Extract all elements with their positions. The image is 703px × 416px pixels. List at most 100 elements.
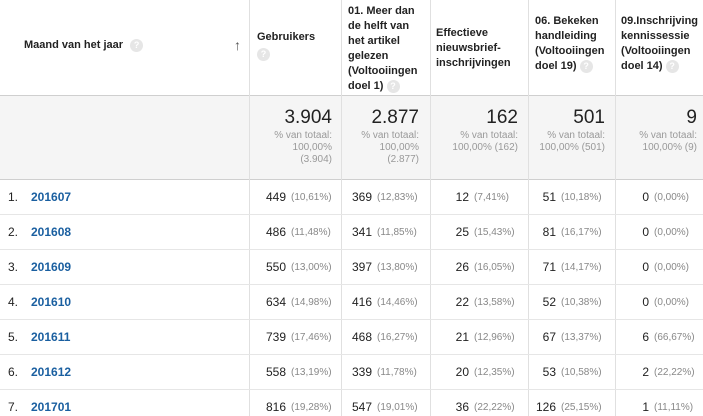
metric-percentage: (22,22%): [474, 402, 515, 413]
metric-percentage: (17,46%): [291, 332, 332, 343]
metric-value: 369: [351, 190, 372, 204]
total-caption: 100,00%: [292, 142, 332, 153]
metric-percentage: (0,00%): [654, 262, 690, 273]
row-index: 3.: [8, 260, 19, 274]
total-caption: (2.877): [387, 154, 419, 165]
metric-value: 0: [642, 190, 649, 204]
total-goal14: 9 % van totaal: 100,00% (9): [618, 106, 697, 154]
header-goal1-line: 01. Meer dan: [348, 5, 415, 17]
metric-percentage: (12,83%): [377, 192, 418, 203]
total-caption: % van totaal:: [639, 130, 697, 141]
table-row: 7. 201701 816 (19,28%) 547 (19,01%) 36 (22,22%)…: [0, 390, 703, 416]
metric-percentage: (11,48%): [291, 227, 331, 238]
help-icon[interactable]: ?: [665, 59, 679, 73]
totals-row: [0, 96, 703, 180]
header-goal1-line: gelezen: [348, 50, 389, 62]
metric-percentage: (11,78%): [377, 367, 417, 378]
total-caption: % van totaal:: [274, 130, 332, 141]
table-header: [0, 0, 703, 96]
metric-value: 20: [455, 365, 469, 379]
total-goal1: 2.877 % van totaal: 100,00% (2.877): [344, 106, 419, 166]
metric-value: 0: [642, 225, 649, 239]
table-row: 6. 201612 558 (13,19%) 339 (11,78%) 20 (12,35%)…: [0, 355, 703, 390]
total-goal19: 501 % van totaal: 100,00% (501): [531, 106, 605, 154]
metric-value: 739: [265, 330, 286, 344]
month-link[interactable]: 201608: [31, 225, 72, 239]
metric-percentage: (14,46%): [377, 297, 418, 308]
metric-percentage: (19,28%): [291, 402, 332, 413]
total-value: 3.904: [284, 107, 332, 128]
metric-value: 0: [642, 295, 649, 309]
metric-percentage: (16,17%): [561, 227, 602, 238]
table-row: 4. 201610 634 (14,98%) 416 (14,46%) 22 (13,58%)…: [0, 285, 703, 320]
metric-value: 634: [265, 295, 286, 309]
help-icon[interactable]: ?: [130, 38, 144, 52]
metric-value: 21: [455, 330, 469, 344]
help-icon[interactable]: ?: [257, 47, 270, 61]
col-divider: [249, 0, 250, 416]
metric-percentage: (15,43%): [474, 227, 515, 238]
metric-value: 468: [351, 330, 372, 344]
header-goal19-line: doel 19): [535, 60, 577, 72]
total-caption: (3.904): [300, 154, 332, 165]
metric-value: 547: [351, 400, 372, 414]
header-goal19-line: (Voltooiingen: [535, 45, 605, 57]
header-goal1-line: doel 1): [348, 80, 384, 92]
total-value: 162: [486, 107, 518, 128]
metric-value: 341: [351, 225, 372, 239]
metric-value: 52: [542, 295, 556, 309]
header-goal1[interactable]: 01. Meer dan de helft van het artikel ge…: [348, 4, 417, 94]
month-link[interactable]: 201609: [31, 260, 72, 274]
metric-percentage: (10,18%): [561, 192, 602, 203]
header-goal14[interactable]: 09.Inschrijving kennissessie (Voltooiing…: [621, 14, 698, 74]
metric-percentage: (11,85%): [377, 227, 417, 238]
table-row: 1. 201607 449 (10,61%) 369 (12,83%) 12 (7,41%) 5…: [0, 180, 703, 215]
metric-value: 26: [455, 260, 469, 274]
metric-value: 67: [542, 330, 556, 344]
metric-percentage: (22,22%): [654, 367, 695, 378]
metric-percentage: (16,05%): [474, 262, 515, 273]
header-goal14-line: 09.Inschrijving: [621, 15, 699, 27]
header-goal1-line: de helft van: [348, 20, 410, 32]
total-caption: % van totaal:: [460, 130, 518, 141]
metric-percentage: (13,80%): [377, 262, 418, 273]
sort-ascending-icon[interactable]: ↑: [234, 37, 241, 53]
total-caption: % van totaal:: [361, 130, 419, 141]
col-divider: [615, 0, 616, 416]
month-link[interactable]: 201612: [31, 365, 72, 379]
row-index: 6.: [8, 365, 19, 379]
metric-value: 816: [265, 400, 286, 414]
col-divider: [528, 0, 529, 416]
help-icon[interactable]: ?: [579, 59, 593, 73]
help-icon[interactable]: ?: [386, 79, 400, 93]
header-users[interactable]: Gebruikers ?: [257, 30, 315, 62]
metric-value: 550: [265, 260, 286, 274]
month-link[interactable]: 201611: [31, 330, 71, 344]
metric-value: 558: [265, 365, 286, 379]
metric-value: 126: [535, 400, 556, 414]
table-row: 2. 201608 486 (11,48%) 341 (11,85%) 25 (15,43%)…: [0, 215, 703, 250]
header-users-label: Gebruikers: [257, 31, 316, 43]
metric-percentage: (12,35%): [474, 367, 515, 378]
header-goal19[interactable]: 06. Bekeken handleiding (Voltooiingen do…: [535, 14, 604, 74]
metric-value: 22: [455, 295, 469, 309]
metric-value: 2: [642, 365, 649, 379]
header-month[interactable]: Maand van het jaar ?: [24, 38, 144, 53]
header-newsletter[interactable]: Effectieve nieuwsbrief- inschrijvingen: [436, 26, 511, 71]
metric-percentage: (14,17%): [561, 262, 602, 273]
total-value: 9: [686, 107, 697, 128]
month-link[interactable]: 201701: [31, 400, 72, 414]
header-newsletter-line: inschrijvingen: [436, 57, 511, 69]
total-caption: 100,00% (9): [642, 142, 697, 153]
table-row: 3. 201609 550 (13,00%) 397 (13,80%) 26 (16,05%)…: [0, 250, 703, 285]
row-index: 7.: [8, 400, 19, 414]
header-goal14-line: (Voltooiingen: [621, 45, 691, 57]
metric-value: 416: [351, 295, 372, 309]
metric-value: 449: [265, 190, 286, 204]
row-index: 2.: [8, 225, 19, 239]
month-link[interactable]: 201610: [31, 295, 72, 309]
metric-percentage: (25,15%): [561, 402, 602, 413]
metric-value: 51: [542, 190, 556, 204]
metric-percentage: (13,37%): [561, 332, 602, 343]
month-link[interactable]: 201607: [31, 190, 72, 204]
